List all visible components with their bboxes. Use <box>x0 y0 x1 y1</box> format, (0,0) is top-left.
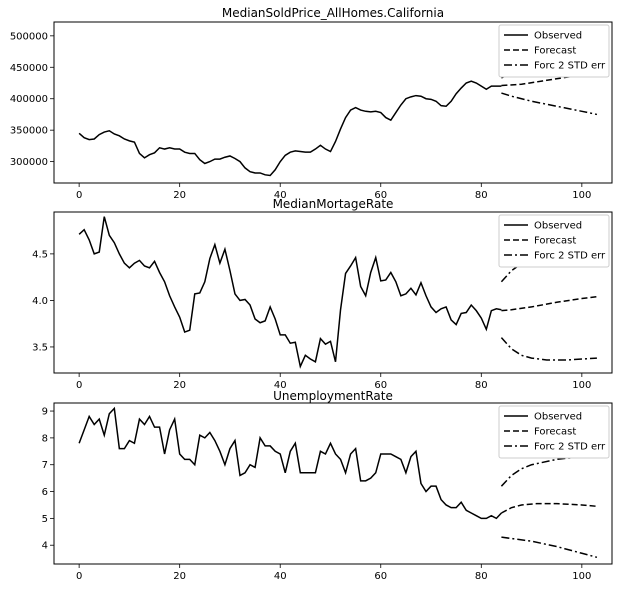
x-tick-label: 60 <box>374 380 387 391</box>
y-tick-label: 8 <box>42 433 48 444</box>
chart-title: UnemploymentRate <box>273 389 393 403</box>
x-tick-label: 40 <box>274 571 287 582</box>
legend: Observed Forecast Forc 2 STD err <box>498 405 610 459</box>
y-tick-label: 3.5 <box>32 342 48 353</box>
series-line-observed <box>78 406 502 520</box>
legend-box <box>498 214 610 268</box>
legend-label: Observed <box>534 412 582 423</box>
legend-label: Forecast <box>534 46 576 57</box>
series-line-forc-2-std-err <box>501 536 598 559</box>
x-tick-label: 40 <box>274 380 287 391</box>
y-tick-label: 450000 <box>10 63 48 74</box>
chart-title: MedianMortageRate <box>273 197 394 211</box>
legend-label: Observed <box>534 221 582 232</box>
y-tick-label: 4.5 <box>32 249 48 260</box>
x-tick-label: 60 <box>374 190 387 201</box>
y-tick-label: 500000 <box>10 31 48 42</box>
x-tick-label: 0 <box>76 380 82 391</box>
legend-label: Forc 2 STD err <box>534 442 606 453</box>
x-tick-label: 20 <box>173 571 186 582</box>
y-tick-label: 400000 <box>10 94 48 105</box>
panel-0: MedianSoldPrice_AllHomes.California 0 20 40… <box>10 6 613 201</box>
x-tick-label: 20 <box>173 380 186 391</box>
y-tick-label: 300000 <box>10 157 48 168</box>
y-tick-label: 4 <box>42 541 48 552</box>
series-line-observed <box>78 80 502 177</box>
series-line-observed <box>78 216 502 369</box>
legend-box <box>498 405 610 459</box>
chart-title: MedianSoldPrice_AllHomes.California <box>222 6 444 20</box>
legend-label: Forecast <box>534 236 576 247</box>
y-tick-label: 9 <box>42 407 48 418</box>
x-tick-label: 80 <box>475 190 488 201</box>
series-line-forc-2-std-err <box>500 337 597 361</box>
series-line-forecast <box>501 295 598 312</box>
legend-label: Forc 2 STD err <box>534 61 606 72</box>
y-tick-label: 350000 <box>10 126 48 137</box>
panel-2: UnemploymentRate 0 20 40 60 80 100 4 5 6 7 8 9 Observ… <box>42 389 613 582</box>
x-tick-label: 100 <box>572 190 591 201</box>
x-tick-label: 80 <box>475 380 488 391</box>
legend: Observed Forecast Forc 2 STD err <box>498 24 610 78</box>
legend-box <box>498 24 610 78</box>
series-line-forecast <box>501 502 597 514</box>
plot-frame <box>53 402 613 565</box>
x-tick-label: 0 <box>76 571 82 582</box>
x-tick-label: 0 <box>76 190 82 201</box>
x-tick-label: 80 <box>475 571 488 582</box>
y-tick-label: 4.0 <box>32 296 48 307</box>
legend-label: Observed <box>534 31 582 42</box>
legend: Observed Forecast Forc 2 STD err <box>498 214 610 268</box>
series-line-forc-2-std-err <box>501 92 598 116</box>
plot-frame <box>53 21 613 184</box>
x-tick-label: 40 <box>274 190 287 201</box>
x-tick-label: 100 <box>572 380 591 391</box>
y-tick-label: 5 <box>42 514 48 525</box>
y-tick-label: 6 <box>42 487 48 498</box>
x-tick-label: 60 <box>374 571 387 582</box>
y-tick-label: 7 <box>42 460 48 471</box>
panel-1: MedianMortageRate 0 20 40 60 80 100 3.5 4.0 4.5 Ob… <box>32 197 613 391</box>
plot-frame <box>53 211 613 374</box>
series-line-forc-2-std-err <box>500 454 597 487</box>
x-tick-label: 100 <box>572 571 591 582</box>
legend-label: Forecast <box>534 427 576 438</box>
x-tick-label: 20 <box>173 190 186 201</box>
legend-label: Forc 2 STD err <box>534 251 606 262</box>
